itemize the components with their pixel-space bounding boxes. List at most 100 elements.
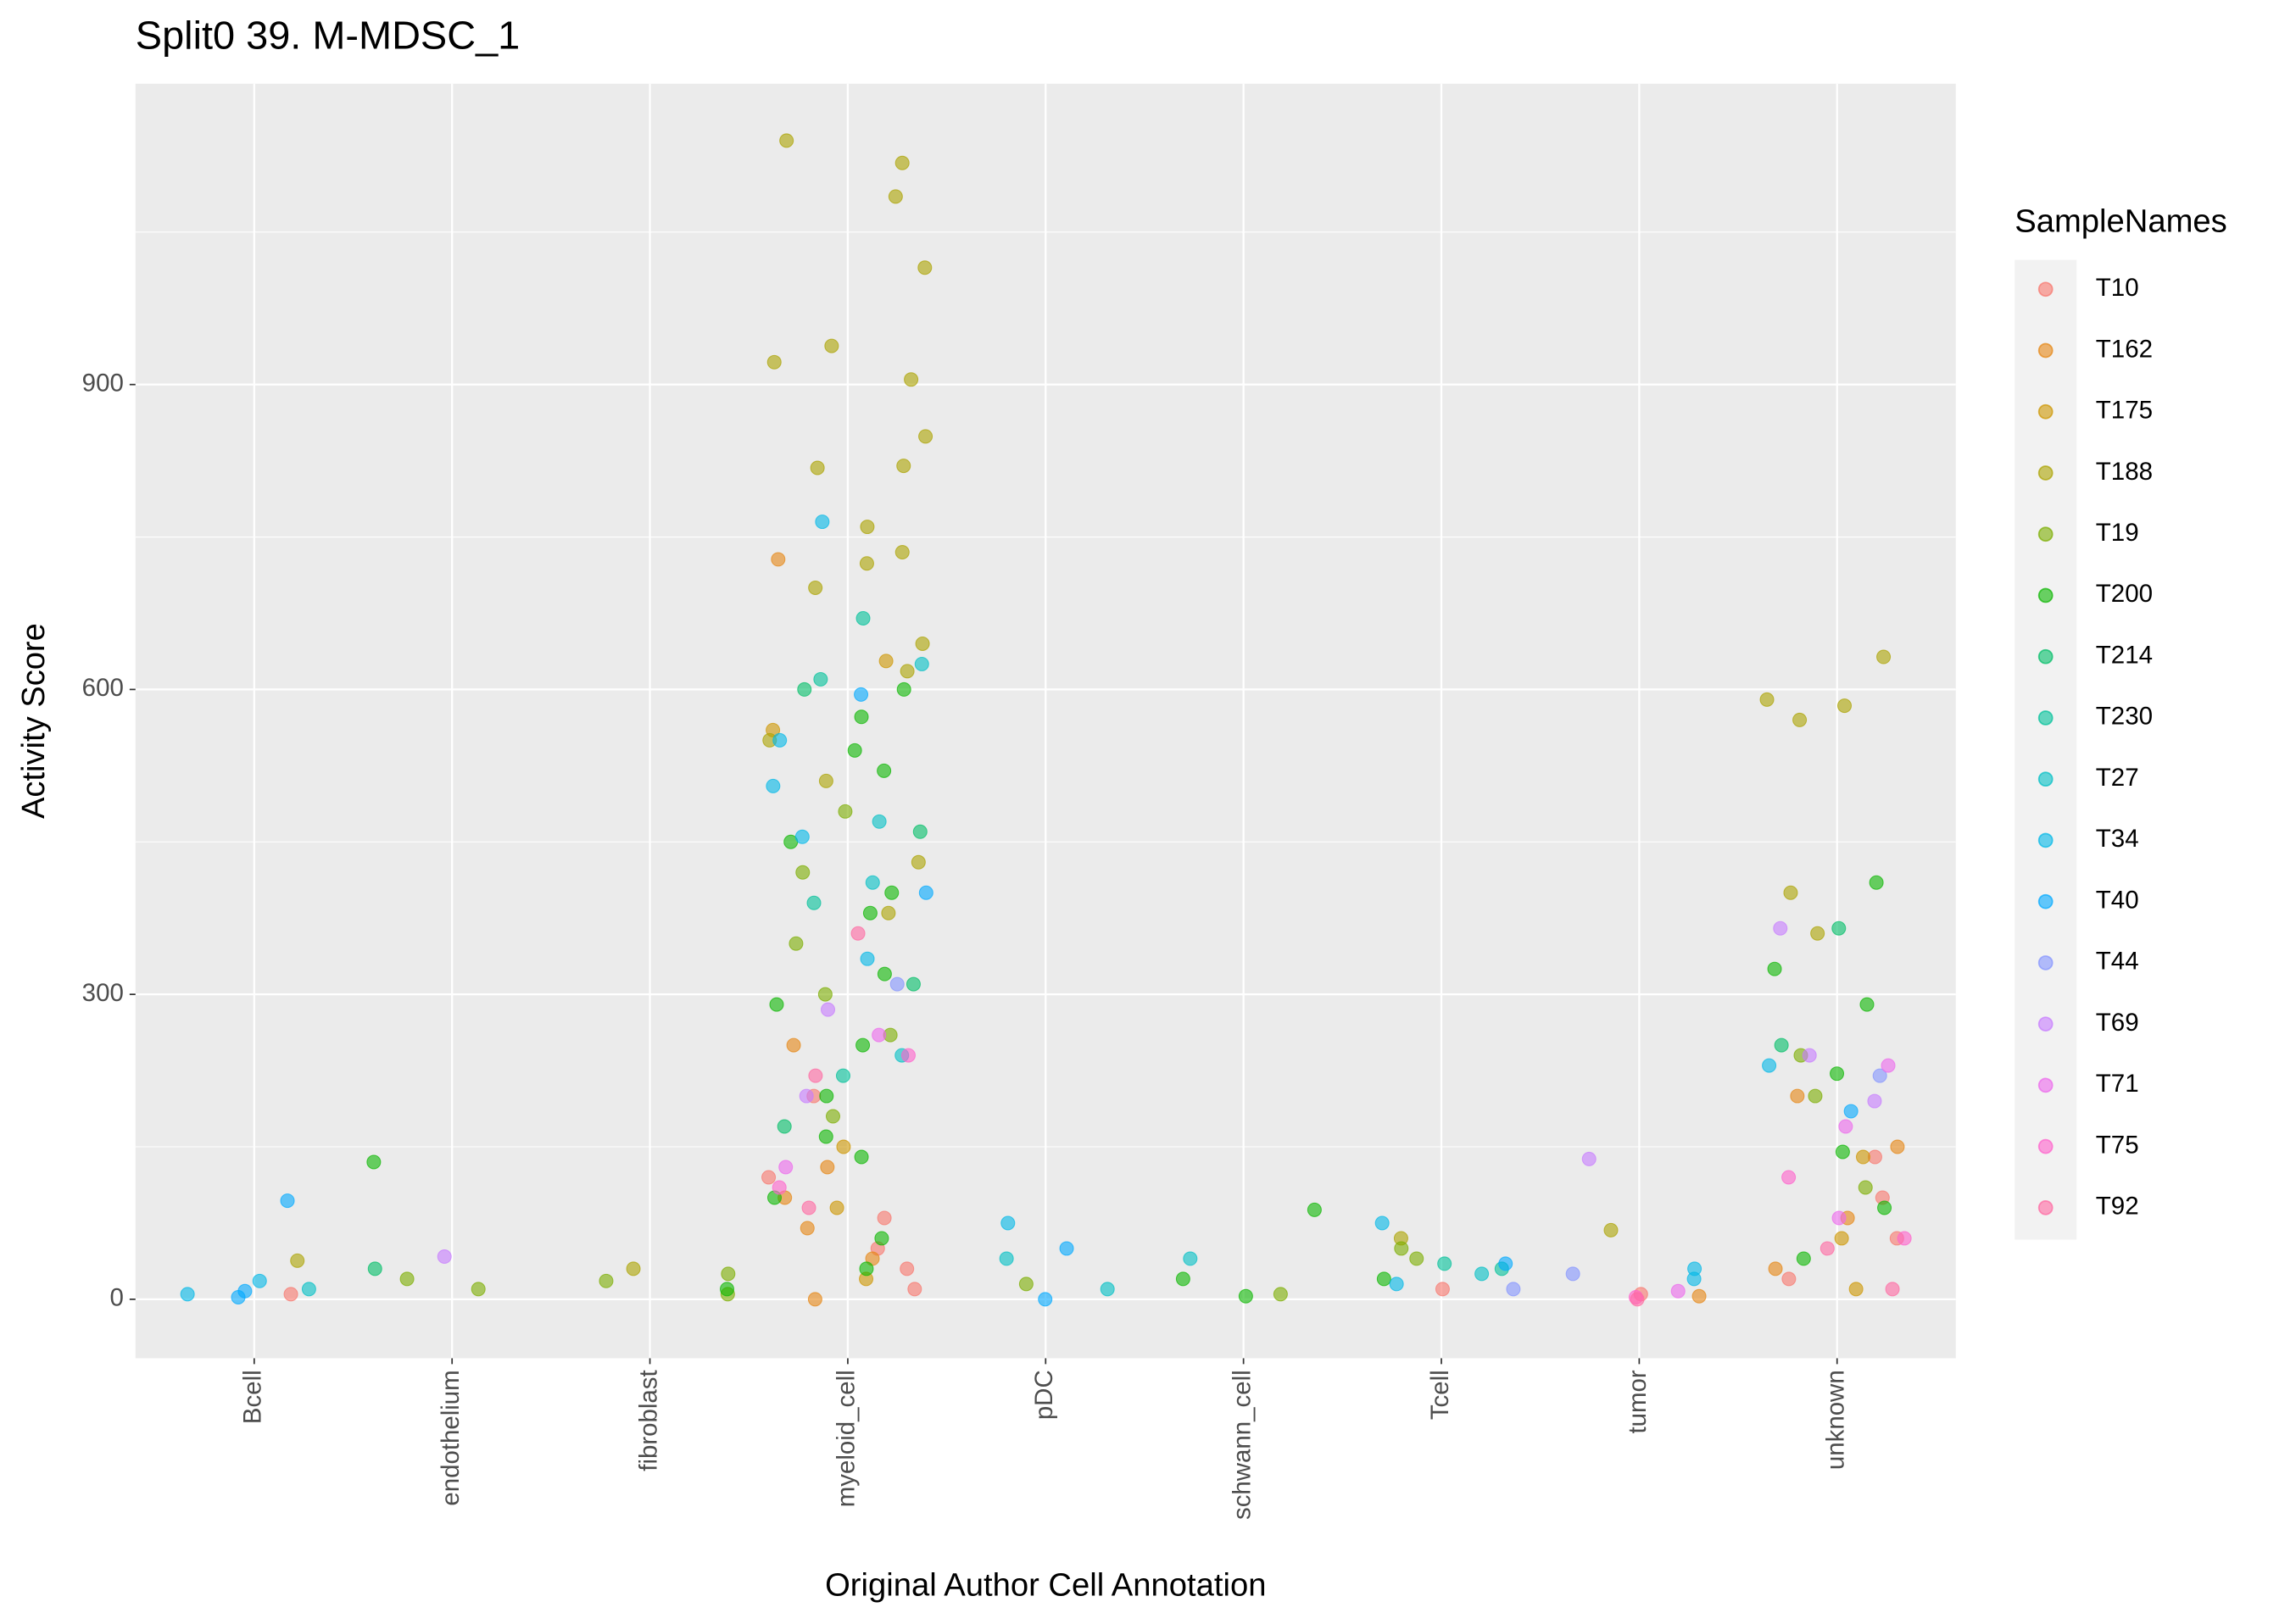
point <box>1897 1231 1912 1246</box>
legend-key <box>2037 587 2054 603</box>
point <box>761 1170 777 1185</box>
point <box>818 1129 833 1144</box>
point <box>1830 1066 1845 1082</box>
legend-key <box>2037 648 2054 665</box>
point <box>772 1180 787 1195</box>
legend-title: SampleNames <box>2015 203 2227 239</box>
point <box>808 1068 823 1083</box>
point <box>772 732 788 748</box>
point <box>911 854 926 870</box>
point <box>872 814 887 829</box>
legend-label: T10 <box>2096 274 2139 302</box>
point <box>918 429 933 444</box>
y-tick-label: 600 <box>82 674 124 702</box>
point <box>818 773 833 788</box>
point <box>301 1282 316 1297</box>
point <box>180 1287 195 1302</box>
point <box>1820 1241 1835 1256</box>
point <box>1767 961 1782 976</box>
point <box>808 581 823 595</box>
point <box>1802 1048 1817 1063</box>
point <box>817 987 833 1002</box>
point <box>801 1200 816 1215</box>
point <box>789 936 804 951</box>
legend-key <box>2037 771 2054 787</box>
point <box>860 520 875 535</box>
point <box>900 1261 915 1276</box>
point <box>1038 1292 1053 1307</box>
legend-key <box>2037 955 2054 971</box>
point <box>1394 1241 1409 1256</box>
point <box>889 976 905 992</box>
point <box>1670 1283 1686 1299</box>
point <box>918 885 933 900</box>
grid <box>135 83 1956 1359</box>
legend-label: T188 <box>2096 458 2153 486</box>
point <box>872 1027 887 1043</box>
legend-key <box>2037 403 2054 420</box>
point <box>1175 1271 1190 1287</box>
chart-title: Split0 39. M-MDSC_1 <box>136 13 520 57</box>
point <box>1848 1282 1864 1297</box>
axes: 0 300 600 900 Bcell endothelium fibroblast myel… <box>82 369 1850 1519</box>
point <box>1581 1151 1597 1166</box>
point <box>1890 1139 1905 1154</box>
point <box>1474 1266 1490 1282</box>
x-tick-label: Bcell <box>239 1370 267 1424</box>
legend-key <box>2037 526 2054 542</box>
point <box>859 556 874 571</box>
point <box>855 610 871 626</box>
legend-label: T230 <box>2096 703 2153 731</box>
point <box>838 804 853 819</box>
legend-label: T162 <box>2096 335 2153 363</box>
y-tick-label: 300 <box>82 979 124 1007</box>
legend-label: T71 <box>2096 1070 2139 1098</box>
point <box>1435 1282 1450 1297</box>
point <box>906 976 921 992</box>
point <box>797 681 812 697</box>
x-tick-label: tumor <box>1624 1370 1652 1433</box>
point <box>1858 1180 1873 1195</box>
point <box>1691 1288 1707 1304</box>
legend-label: T214 <box>2096 642 2153 670</box>
point <box>806 895 822 910</box>
legend-key <box>2037 1200 2054 1215</box>
point <box>904 372 919 387</box>
point <box>766 778 781 793</box>
point <box>820 1160 835 1175</box>
point <box>836 1139 851 1154</box>
x-tick-label: schwann_cell <box>1228 1370 1256 1520</box>
x-axis-title: Original Author Cell Annotation <box>825 1567 1266 1604</box>
legend-label: T200 <box>2096 580 2153 608</box>
point <box>626 1261 641 1276</box>
legend: T10 T162 T175 T188 T19 T200 T214 T230 T27 T34 T40 T… <box>2015 259 2153 1240</box>
point <box>1781 1170 1797 1185</box>
point <box>1768 1261 1783 1276</box>
point <box>794 829 810 844</box>
point <box>854 687 869 702</box>
point <box>815 514 830 530</box>
x-tick-label: unknown <box>1821 1370 1849 1470</box>
point <box>900 664 915 679</box>
point <box>813 671 828 687</box>
point <box>900 1048 916 1063</box>
x-tick-label: endothelium <box>437 1370 465 1505</box>
point <box>719 1282 735 1297</box>
point <box>1437 1256 1452 1271</box>
point <box>778 1160 794 1175</box>
point <box>917 260 933 275</box>
point <box>1498 1256 1513 1271</box>
point <box>878 653 894 669</box>
point <box>1238 1288 1253 1304</box>
point <box>1759 692 1775 707</box>
point <box>1867 1093 1882 1109</box>
point <box>1374 1215 1390 1231</box>
point <box>1059 1241 1074 1256</box>
legend-key <box>2037 893 2054 909</box>
x-tick-label: myeloid_cell <box>833 1370 861 1507</box>
legend-label: T75 <box>2096 1131 2139 1159</box>
point <box>1836 698 1853 714</box>
legend-key <box>2037 281 2054 298</box>
point <box>1808 1088 1823 1104</box>
